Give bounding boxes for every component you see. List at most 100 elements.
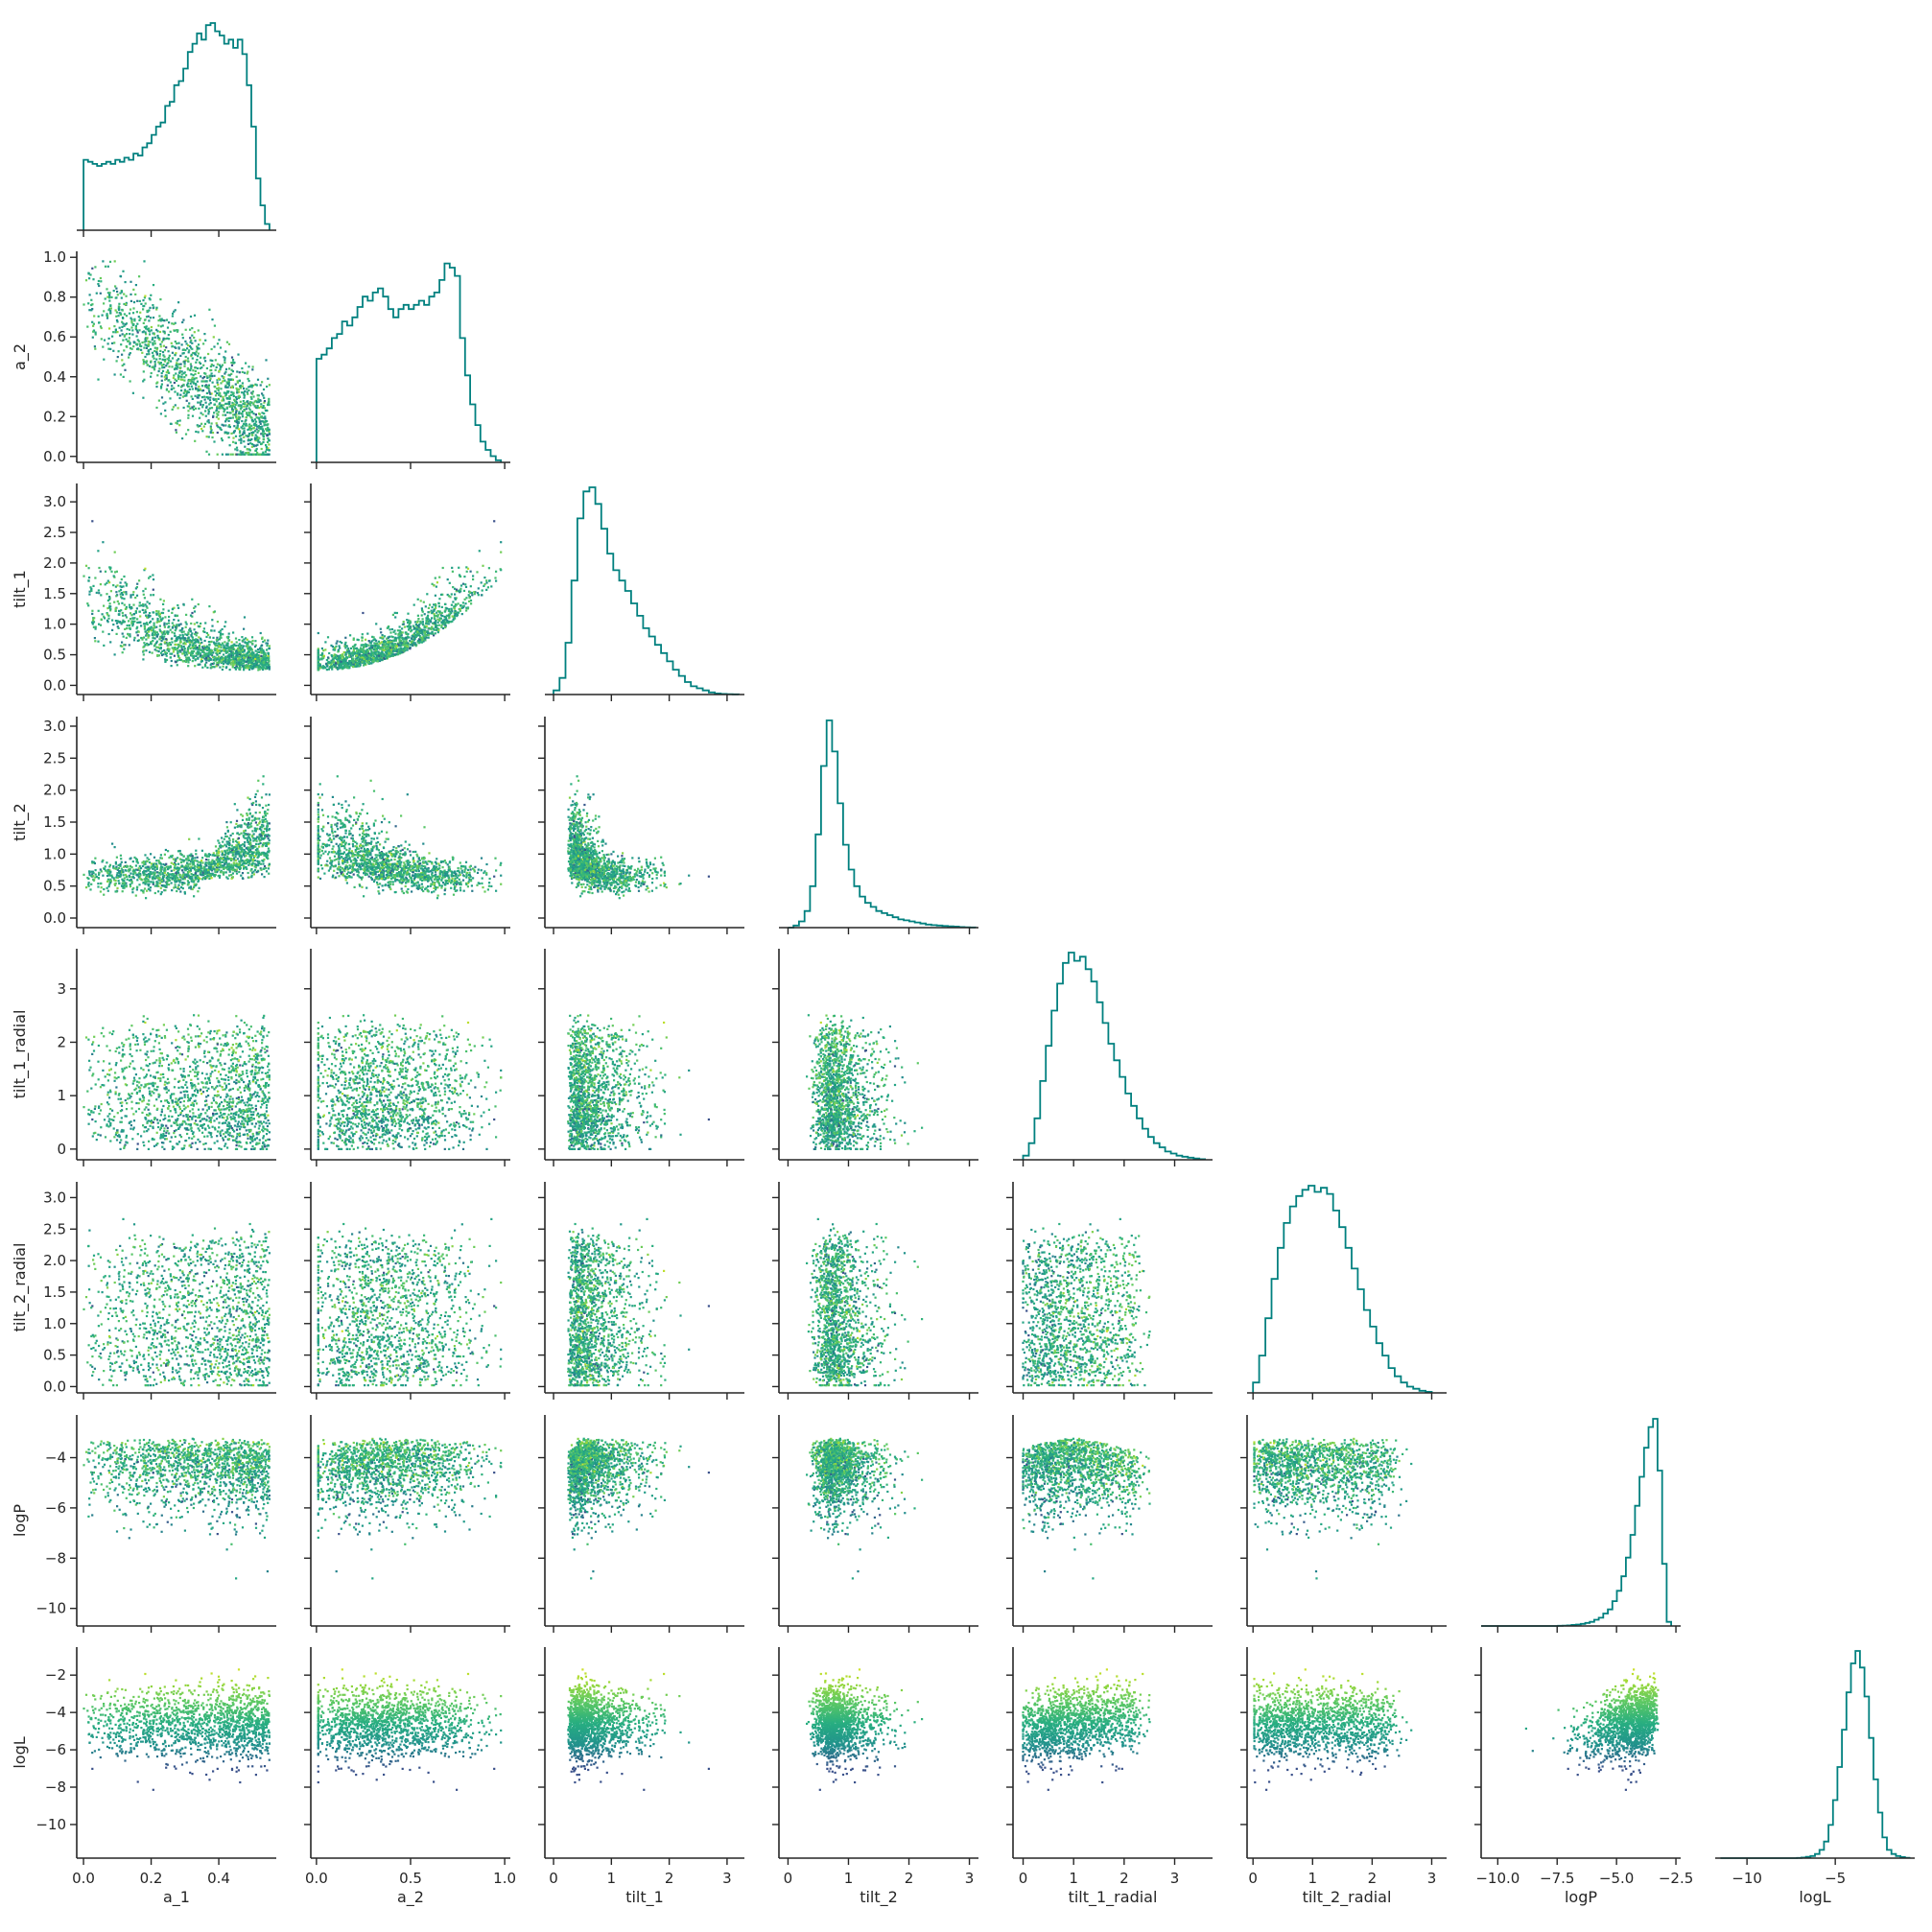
scatter-point	[341, 655, 342, 657]
scatter-point	[221, 657, 223, 659]
scatter-point	[110, 296, 112, 298]
scatter-point	[203, 426, 205, 428]
scatter-point	[354, 644, 356, 646]
scatter-point	[155, 610, 157, 612]
scatter-point	[166, 655, 168, 657]
scatter-point	[183, 352, 185, 354]
scatter-point	[430, 628, 432, 630]
scatter-point	[191, 599, 193, 601]
scatter-point	[187, 865, 189, 867]
scatter-point	[123, 294, 125, 295]
scatter-point	[357, 656, 359, 658]
scatter-point	[471, 594, 473, 596]
scatter-point	[197, 396, 199, 398]
scatter-point	[177, 301, 179, 303]
scatter-point	[179, 642, 181, 644]
scatter-point	[193, 409, 195, 411]
scatter-point	[224, 661, 226, 663]
scatter-point	[399, 633, 401, 635]
scatter-point	[256, 416, 258, 418]
scatter-point	[150, 376, 152, 378]
scatter-point	[257, 654, 259, 656]
scatter-point	[150, 853, 152, 855]
scatter-point	[227, 383, 229, 385]
scatter-point	[452, 601, 454, 602]
scatter-point	[168, 616, 170, 618]
scatter-point	[120, 343, 122, 345]
scatter-point	[266, 449, 268, 451]
scatter-point	[193, 374, 195, 376]
scatter-point	[360, 648, 362, 650]
scatter-point	[206, 367, 208, 369]
scatter-point	[135, 895, 137, 897]
scatter-point	[193, 644, 195, 646]
scatter-point	[339, 645, 341, 647]
scatter-point	[95, 869, 97, 871]
scatter-point	[164, 661, 166, 663]
scatter-point	[216, 850, 218, 852]
scatter-point	[126, 616, 128, 618]
scatter-point	[116, 291, 118, 293]
scatter-point	[235, 404, 237, 406]
scatter-point	[231, 402, 233, 404]
scatter-point	[193, 406, 195, 408]
scatter-point	[238, 657, 240, 659]
scatter-point	[403, 648, 405, 649]
scatter-point	[118, 590, 120, 592]
scatter-point	[162, 351, 164, 353]
scatter-point	[246, 654, 247, 656]
scatter-point	[198, 329, 200, 331]
scatter-point	[235, 421, 237, 423]
scatter-point	[93, 626, 95, 628]
scatter-point	[188, 838, 190, 840]
scatter-point	[181, 631, 183, 633]
scatter-point	[148, 644, 150, 646]
scatter-point	[162, 612, 164, 614]
scatter-point	[161, 365, 163, 366]
scatter-point	[248, 433, 250, 435]
scatter-point	[95, 874, 97, 876]
scatter-point	[175, 640, 177, 642]
scatter-point	[122, 594, 124, 596]
scatter-point	[189, 329, 191, 331]
scatter-point	[210, 432, 212, 434]
scatter-point	[465, 566, 467, 568]
scatter-point	[263, 405, 265, 407]
scatter-point	[134, 294, 136, 295]
scatter-point	[123, 325, 125, 327]
scatter-point	[192, 381, 194, 383]
scatter-point	[205, 636, 207, 638]
scatter-point	[131, 334, 133, 336]
scatter-point	[254, 430, 256, 432]
scatter-point	[241, 426, 243, 428]
scatter-point	[149, 612, 151, 614]
scatter-point	[100, 624, 102, 626]
scatter-point	[224, 833, 226, 835]
scatter-point	[98, 589, 100, 591]
scatter-point	[206, 667, 208, 669]
scatter-point	[444, 623, 446, 624]
scatter-point	[149, 307, 151, 309]
scatter-point	[97, 283, 99, 285]
scatter-point	[113, 575, 115, 577]
scatter-point	[428, 634, 430, 636]
scatter-point	[126, 322, 128, 324]
scatter-point	[462, 583, 464, 585]
scatter-point	[144, 295, 146, 297]
scatter-point	[116, 360, 118, 362]
scatter-point	[132, 594, 134, 596]
scatter-point	[122, 309, 124, 311]
scatter-point	[149, 333, 151, 335]
scatter-point	[375, 649, 377, 651]
scatter-point	[216, 665, 218, 667]
scatter-point	[247, 372, 248, 374]
scatter-point	[204, 648, 206, 650]
scatter-point	[159, 343, 161, 345]
y-tick-label: 0.4	[43, 368, 66, 386]
scatter-point	[145, 327, 147, 329]
scatter-point	[229, 659, 231, 661]
scatter-point	[268, 873, 270, 875]
scatter-point	[122, 615, 124, 617]
scatter-point	[394, 643, 396, 645]
scatter-point	[181, 370, 183, 372]
